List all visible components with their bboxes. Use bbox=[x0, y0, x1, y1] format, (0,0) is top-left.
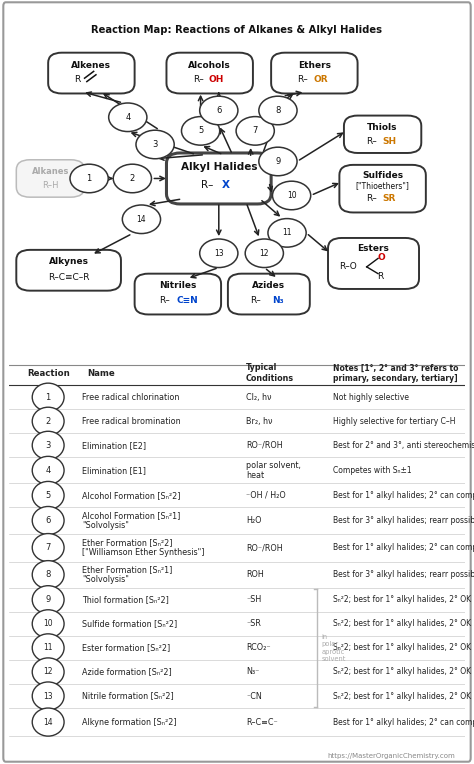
Circle shape bbox=[268, 219, 306, 247]
Text: 4: 4 bbox=[125, 113, 130, 121]
Text: 14: 14 bbox=[43, 717, 53, 727]
Text: R–: R– bbox=[193, 76, 204, 84]
Text: Name: Name bbox=[87, 368, 115, 377]
Text: R: R bbox=[377, 272, 383, 281]
Text: Free radical chlorination: Free radical chlorination bbox=[82, 393, 180, 402]
Text: Best for 3° alkyl halides; rearr possible w/ 2°: Best for 3° alkyl halides; rearr possibl… bbox=[333, 516, 474, 525]
Circle shape bbox=[113, 164, 152, 193]
Text: X: X bbox=[222, 180, 229, 190]
Text: H₂O: H₂O bbox=[246, 516, 262, 525]
Text: Best for 2° and 3°, anti stereochemistry: Best for 2° and 3°, anti stereochemistry bbox=[333, 441, 474, 450]
Circle shape bbox=[32, 658, 64, 686]
Text: O: O bbox=[378, 253, 385, 262]
FancyBboxPatch shape bbox=[328, 238, 419, 289]
Text: 13: 13 bbox=[43, 691, 53, 701]
Circle shape bbox=[109, 103, 147, 131]
Text: Nitriles: Nitriles bbox=[159, 281, 197, 290]
Text: Reaction Map: Reactions of Alkanes & Alkyl Halides: Reaction Map: Reactions of Alkanes & Alk… bbox=[91, 25, 383, 35]
Text: Sulfides: Sulfides bbox=[362, 170, 403, 180]
Text: Alkanes: Alkanes bbox=[32, 167, 69, 176]
Circle shape bbox=[32, 533, 64, 562]
Text: Azides: Azides bbox=[252, 281, 285, 290]
Text: 14: 14 bbox=[137, 215, 146, 224]
Text: R–: R– bbox=[366, 137, 377, 146]
Text: 2: 2 bbox=[46, 416, 51, 426]
Text: 11: 11 bbox=[283, 228, 292, 238]
Text: R–: R– bbox=[366, 194, 377, 202]
Text: C≡N: C≡N bbox=[176, 296, 198, 306]
Text: R–: R– bbox=[250, 296, 261, 306]
Text: 1: 1 bbox=[46, 393, 51, 402]
Text: R–O: R–O bbox=[339, 262, 357, 271]
Text: R–: R– bbox=[298, 76, 309, 84]
Text: Sₙ²2; best for 1° alkyl halides, 2° OK: Sₙ²2; best for 1° alkyl halides, 2° OK bbox=[333, 643, 471, 652]
Text: Sulfide formation [Sₙ²2]: Sulfide formation [Sₙ²2] bbox=[82, 620, 178, 628]
Text: R–: R– bbox=[201, 180, 214, 190]
Circle shape bbox=[32, 561, 64, 589]
Text: Alkenes: Alkenes bbox=[72, 61, 111, 70]
Circle shape bbox=[32, 507, 64, 535]
FancyBboxPatch shape bbox=[3, 2, 471, 762]
Text: ⁻OH / H₂O: ⁻OH / H₂O bbox=[246, 491, 286, 500]
Text: R: R bbox=[74, 76, 81, 84]
Text: RCO₂⁻: RCO₂⁻ bbox=[246, 643, 271, 652]
Text: Best for 1° alkyl halides; 2° can compete w/ E2: Best for 1° alkyl halides; 2° can compet… bbox=[333, 717, 474, 727]
Text: Ethers: Ethers bbox=[298, 61, 331, 70]
Text: 3: 3 bbox=[46, 441, 51, 450]
FancyBboxPatch shape bbox=[166, 153, 271, 204]
Text: 12: 12 bbox=[260, 249, 269, 257]
Text: Ether Formation [Sₙ²2]
["Williamson Ether Synthesis"]: Ether Formation [Sₙ²2] ["Williamson Ethe… bbox=[82, 538, 205, 557]
Text: 3: 3 bbox=[153, 140, 158, 149]
FancyBboxPatch shape bbox=[16, 250, 121, 290]
Text: 4: 4 bbox=[46, 466, 51, 475]
Text: OH: OH bbox=[209, 76, 224, 84]
Text: Thiol formation [Sₙ²2]: Thiol formation [Sₙ²2] bbox=[82, 595, 169, 604]
Text: RO⁻/ROH: RO⁻/ROH bbox=[246, 543, 283, 552]
Text: Notes [1°, 2° and 3° refers to
primary, secondary, tertiary]: Notes [1°, 2° and 3° refers to primary, … bbox=[333, 364, 458, 383]
Circle shape bbox=[136, 130, 174, 159]
Text: Thiols: Thiols bbox=[367, 123, 398, 132]
Circle shape bbox=[32, 481, 64, 510]
Text: RO⁻/ROH: RO⁻/ROH bbox=[246, 441, 283, 450]
Text: Competes with Sₙ±1: Competes with Sₙ±1 bbox=[333, 466, 411, 475]
Text: Not highly selective: Not highly selective bbox=[333, 393, 409, 402]
Text: Sₙ²2; best for 1° alkyl halides, 2° OK: Sₙ²2; best for 1° alkyl halides, 2° OK bbox=[333, 620, 471, 628]
FancyBboxPatch shape bbox=[339, 165, 426, 212]
Text: Best for 1° alkyl halides; 2° can compete w/ E2: Best for 1° alkyl halides; 2° can compet… bbox=[333, 491, 474, 500]
Circle shape bbox=[32, 586, 64, 613]
Text: ROH: ROH bbox=[246, 570, 264, 579]
Circle shape bbox=[259, 96, 297, 125]
Circle shape bbox=[236, 117, 274, 145]
Text: Esters: Esters bbox=[357, 244, 390, 253]
FancyBboxPatch shape bbox=[48, 53, 135, 93]
FancyBboxPatch shape bbox=[271, 53, 357, 93]
Text: Alcohol Formation [Sₙ²2]: Alcohol Formation [Sₙ²2] bbox=[82, 491, 181, 500]
Text: Sₙ²2; best for 1° alkyl halides, 2° OK: Sₙ²2; best for 1° alkyl halides, 2° OK bbox=[333, 595, 471, 604]
Text: Br₂, hν: Br₂, hν bbox=[246, 416, 273, 426]
Text: 9: 9 bbox=[275, 157, 281, 166]
Circle shape bbox=[32, 634, 64, 662]
Text: Elimination [E2]: Elimination [E2] bbox=[82, 441, 146, 450]
Circle shape bbox=[245, 239, 283, 267]
Text: in
polar
aprotic
solvent: in polar aprotic solvent bbox=[321, 633, 346, 662]
Text: 13: 13 bbox=[214, 249, 224, 257]
FancyBboxPatch shape bbox=[344, 115, 421, 153]
Text: 6: 6 bbox=[216, 106, 221, 115]
Text: Best for 3° alkyl halides; rearr possible w/ 2°: Best for 3° alkyl halides; rearr possibl… bbox=[333, 570, 474, 579]
Circle shape bbox=[32, 407, 64, 435]
FancyBboxPatch shape bbox=[135, 274, 221, 315]
Text: R–C≡C⁻: R–C≡C⁻ bbox=[246, 717, 278, 727]
Text: 7: 7 bbox=[46, 543, 51, 552]
Text: 1: 1 bbox=[86, 174, 92, 183]
Text: Free radical bromination: Free radical bromination bbox=[82, 416, 181, 426]
Text: Azide formation [Sₙ²2]: Azide formation [Sₙ²2] bbox=[82, 668, 172, 676]
Text: R–: R– bbox=[159, 296, 170, 306]
Text: ⁻CN: ⁻CN bbox=[246, 691, 262, 701]
Circle shape bbox=[32, 610, 64, 638]
Text: 11: 11 bbox=[44, 643, 53, 652]
Text: 12: 12 bbox=[44, 668, 53, 676]
Text: 9: 9 bbox=[46, 595, 51, 604]
Text: R–C≡C–R: R–C≡C–R bbox=[48, 273, 90, 282]
Text: 5: 5 bbox=[198, 126, 203, 135]
Text: 10: 10 bbox=[287, 191, 296, 200]
